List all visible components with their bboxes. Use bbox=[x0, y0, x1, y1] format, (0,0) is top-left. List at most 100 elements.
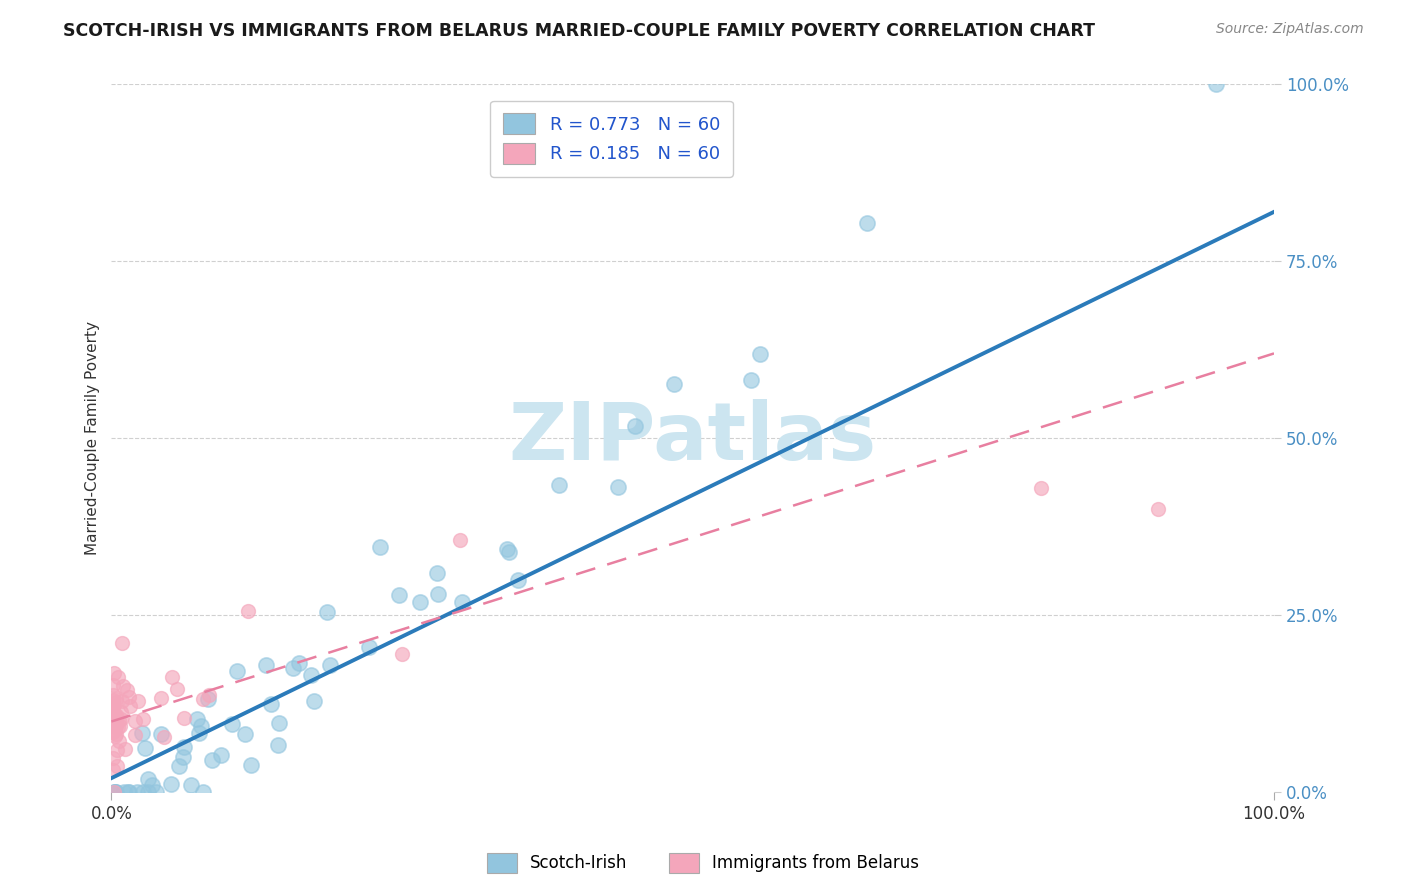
Point bbox=[104, 726, 127, 740]
Point bbox=[508, 573, 530, 587]
Point bbox=[221, 717, 243, 731]
Point bbox=[299, 668, 322, 682]
Point bbox=[662, 377, 685, 392]
Point bbox=[104, 716, 127, 731]
Point bbox=[101, 723, 124, 737]
Point bbox=[103, 785, 125, 799]
Point bbox=[316, 605, 339, 619]
Point bbox=[1031, 481, 1053, 495]
Point bbox=[118, 785, 141, 799]
Point bbox=[124, 728, 146, 742]
Point bbox=[197, 692, 219, 706]
Point bbox=[409, 595, 432, 609]
Point bbox=[495, 541, 517, 556]
Point bbox=[254, 657, 277, 672]
Point bbox=[150, 690, 173, 705]
Point bbox=[368, 540, 391, 554]
Point bbox=[749, 347, 772, 361]
Point bbox=[167, 759, 190, 773]
Point bbox=[450, 595, 472, 609]
Point bbox=[104, 785, 127, 799]
Point bbox=[101, 707, 124, 722]
Point bbox=[1205, 78, 1227, 92]
Point bbox=[287, 656, 309, 670]
Point bbox=[209, 747, 232, 762]
Point bbox=[623, 419, 645, 434]
Point bbox=[107, 734, 129, 748]
Point bbox=[240, 757, 263, 772]
Text: Source: ZipAtlas.com: Source: ZipAtlas.com bbox=[1216, 22, 1364, 37]
Point bbox=[104, 785, 127, 799]
Point bbox=[145, 785, 167, 799]
Point bbox=[104, 719, 127, 733]
Point bbox=[105, 718, 128, 732]
Point bbox=[104, 707, 127, 722]
Point bbox=[101, 724, 124, 739]
Point bbox=[104, 729, 127, 743]
Point bbox=[101, 751, 124, 765]
Point bbox=[115, 683, 138, 698]
Point bbox=[107, 720, 129, 734]
Point bbox=[101, 688, 124, 702]
Point bbox=[103, 719, 125, 733]
Point bbox=[105, 695, 128, 709]
Point bbox=[498, 545, 520, 559]
Point bbox=[548, 477, 571, 491]
Point bbox=[191, 785, 214, 799]
Point bbox=[186, 712, 208, 726]
Point bbox=[266, 738, 288, 752]
Point bbox=[132, 712, 155, 726]
Point bbox=[388, 588, 411, 602]
Point bbox=[449, 533, 471, 548]
Point bbox=[267, 715, 290, 730]
Point bbox=[134, 740, 156, 755]
Point bbox=[160, 670, 183, 684]
Point bbox=[173, 711, 195, 725]
Point bbox=[188, 726, 211, 740]
Point bbox=[281, 661, 304, 675]
Point bbox=[359, 640, 381, 654]
Point bbox=[132, 785, 155, 799]
Point bbox=[260, 697, 283, 711]
Point bbox=[1146, 502, 1168, 516]
Point bbox=[131, 726, 153, 740]
Point bbox=[110, 712, 132, 726]
Point bbox=[141, 778, 163, 792]
Point bbox=[180, 778, 202, 792]
Point bbox=[124, 714, 146, 728]
Text: SCOTCH-IRISH VS IMMIGRANTS FROM BELARUS MARRIED-COUPLE FAMILY POVERTY CORRELATIO: SCOTCH-IRISH VS IMMIGRANTS FROM BELARUS … bbox=[63, 22, 1095, 40]
Point bbox=[191, 692, 214, 706]
Point bbox=[110, 705, 132, 719]
Point bbox=[136, 785, 159, 799]
Point bbox=[302, 694, 325, 708]
Point bbox=[107, 670, 129, 684]
Point bbox=[105, 692, 128, 706]
Text: ZIPatlas: ZIPatlas bbox=[509, 400, 877, 477]
Point bbox=[236, 604, 259, 618]
Y-axis label: Married-Couple Family Poverty: Married-Couple Family Poverty bbox=[86, 321, 100, 556]
Point bbox=[114, 741, 136, 756]
Point bbox=[103, 717, 125, 731]
Point bbox=[136, 772, 159, 786]
Point bbox=[606, 480, 628, 494]
Point bbox=[101, 677, 124, 691]
Point bbox=[173, 740, 195, 755]
Point bbox=[110, 719, 132, 733]
Point bbox=[103, 785, 125, 799]
Point bbox=[233, 727, 256, 741]
Point bbox=[103, 698, 125, 712]
Point bbox=[197, 688, 219, 702]
Legend: R = 0.773   N = 60, R = 0.185   N = 60: R = 0.773 N = 60, R = 0.185 N = 60 bbox=[491, 101, 733, 177]
Point bbox=[110, 636, 132, 650]
Point bbox=[112, 785, 135, 799]
Point bbox=[125, 785, 148, 799]
Point bbox=[105, 759, 128, 773]
Point bbox=[190, 719, 212, 733]
Point bbox=[112, 679, 135, 693]
Point bbox=[166, 682, 188, 697]
Point bbox=[105, 743, 128, 757]
Point bbox=[117, 785, 139, 799]
Point bbox=[107, 713, 129, 727]
Point bbox=[426, 566, 449, 580]
Point bbox=[149, 727, 172, 741]
